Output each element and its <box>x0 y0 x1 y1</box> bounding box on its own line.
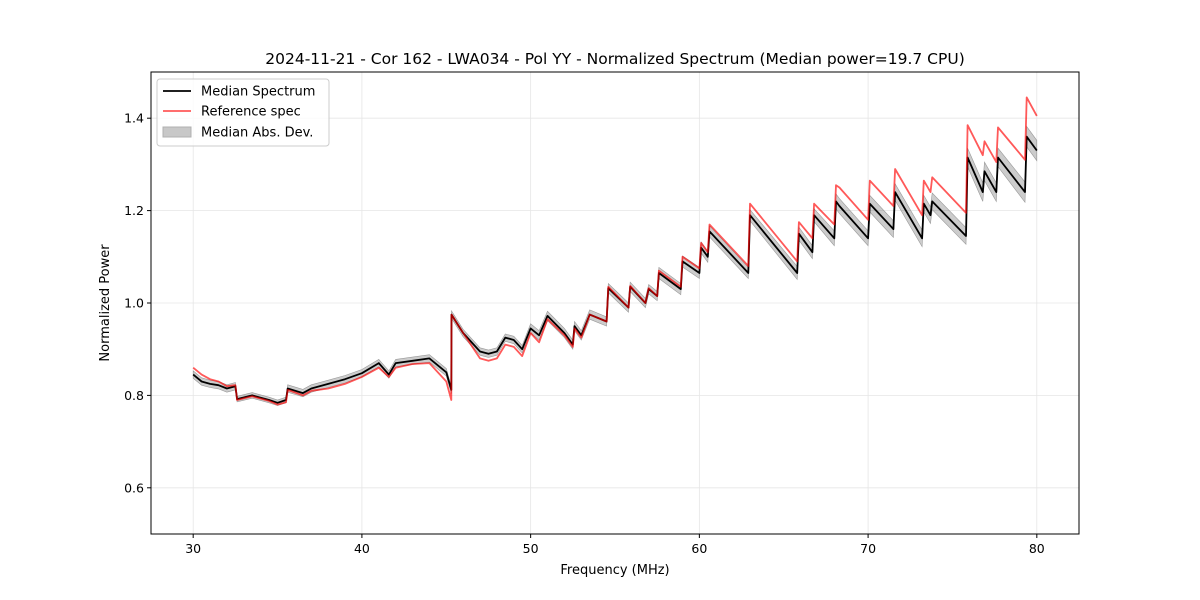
x-tick-label: 40 <box>354 541 370 556</box>
y-tick-label: 0.6 <box>124 480 144 495</box>
x-tick-label: 70 <box>860 541 876 556</box>
x-tick-label: 80 <box>1029 541 1045 556</box>
y-tick-label: 1.4 <box>124 111 144 126</box>
mad-band <box>192 125 1038 406</box>
x-axis: 30 40 50 60 70 80 <box>185 534 1045 556</box>
x-tick-label: 60 <box>691 541 707 556</box>
y-axis: 0.6 0.8 1.0 1.2 1.4 <box>124 111 151 495</box>
chart-title: 2024-11-21 - Cor 162 - LWA034 - Pol YY -… <box>265 50 965 68</box>
legend-frame <box>156 78 330 147</box>
y-tick-label: 0.8 <box>124 388 144 403</box>
y-tick-label: 1.0 <box>124 296 144 311</box>
legend-median-label: Median Spectrum <box>201 85 315 100</box>
series-lines <box>192 96 1038 406</box>
median-spectrum-line <box>192 135 1038 404</box>
x-tick-label: 30 <box>185 541 201 556</box>
y-tick-label: 1.2 <box>124 203 144 218</box>
legend: Median Spectrum Reference spec Median Ab… <box>156 78 330 147</box>
legend-mad-label: Median Abs. Dev. <box>201 126 313 141</box>
legend-reference-label: Reference spec <box>201 105 301 120</box>
x-tick-label: 50 <box>523 541 539 556</box>
y-axis-label: Normalized Power <box>98 244 113 362</box>
x-axis-label: Frequency (MHz) <box>560 563 669 578</box>
reference-spectrum-line <box>192 96 1038 406</box>
legend-mad-swatch <box>162 126 192 138</box>
mad-band-area <box>192 125 1038 406</box>
